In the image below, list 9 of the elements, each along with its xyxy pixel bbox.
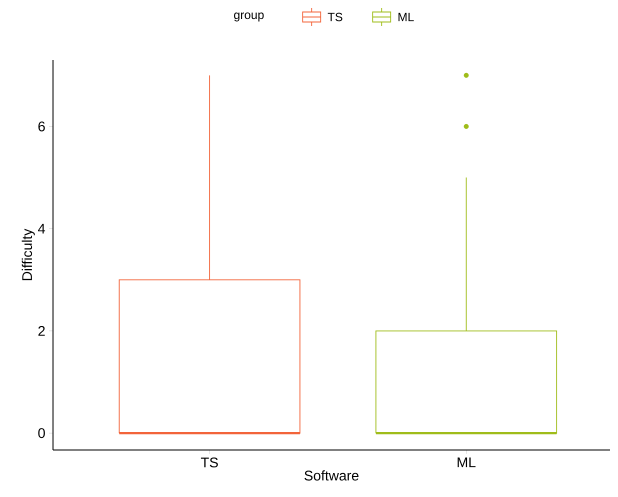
- y-tick-label: 4: [38, 224, 46, 234]
- y-tick-label: 2: [38, 326, 45, 336]
- legend-label: ML: [398, 12, 414, 22]
- x-axis-title: Software: [304, 470, 359, 481]
- y-axis-title: Difficulty: [22, 228, 35, 280]
- legend-label: TS: [328, 12, 342, 22]
- y-tick-label: 0: [38, 428, 45, 438]
- y-tick-label: 6: [38, 121, 45, 132]
- legend-title: group: [234, 12, 264, 22]
